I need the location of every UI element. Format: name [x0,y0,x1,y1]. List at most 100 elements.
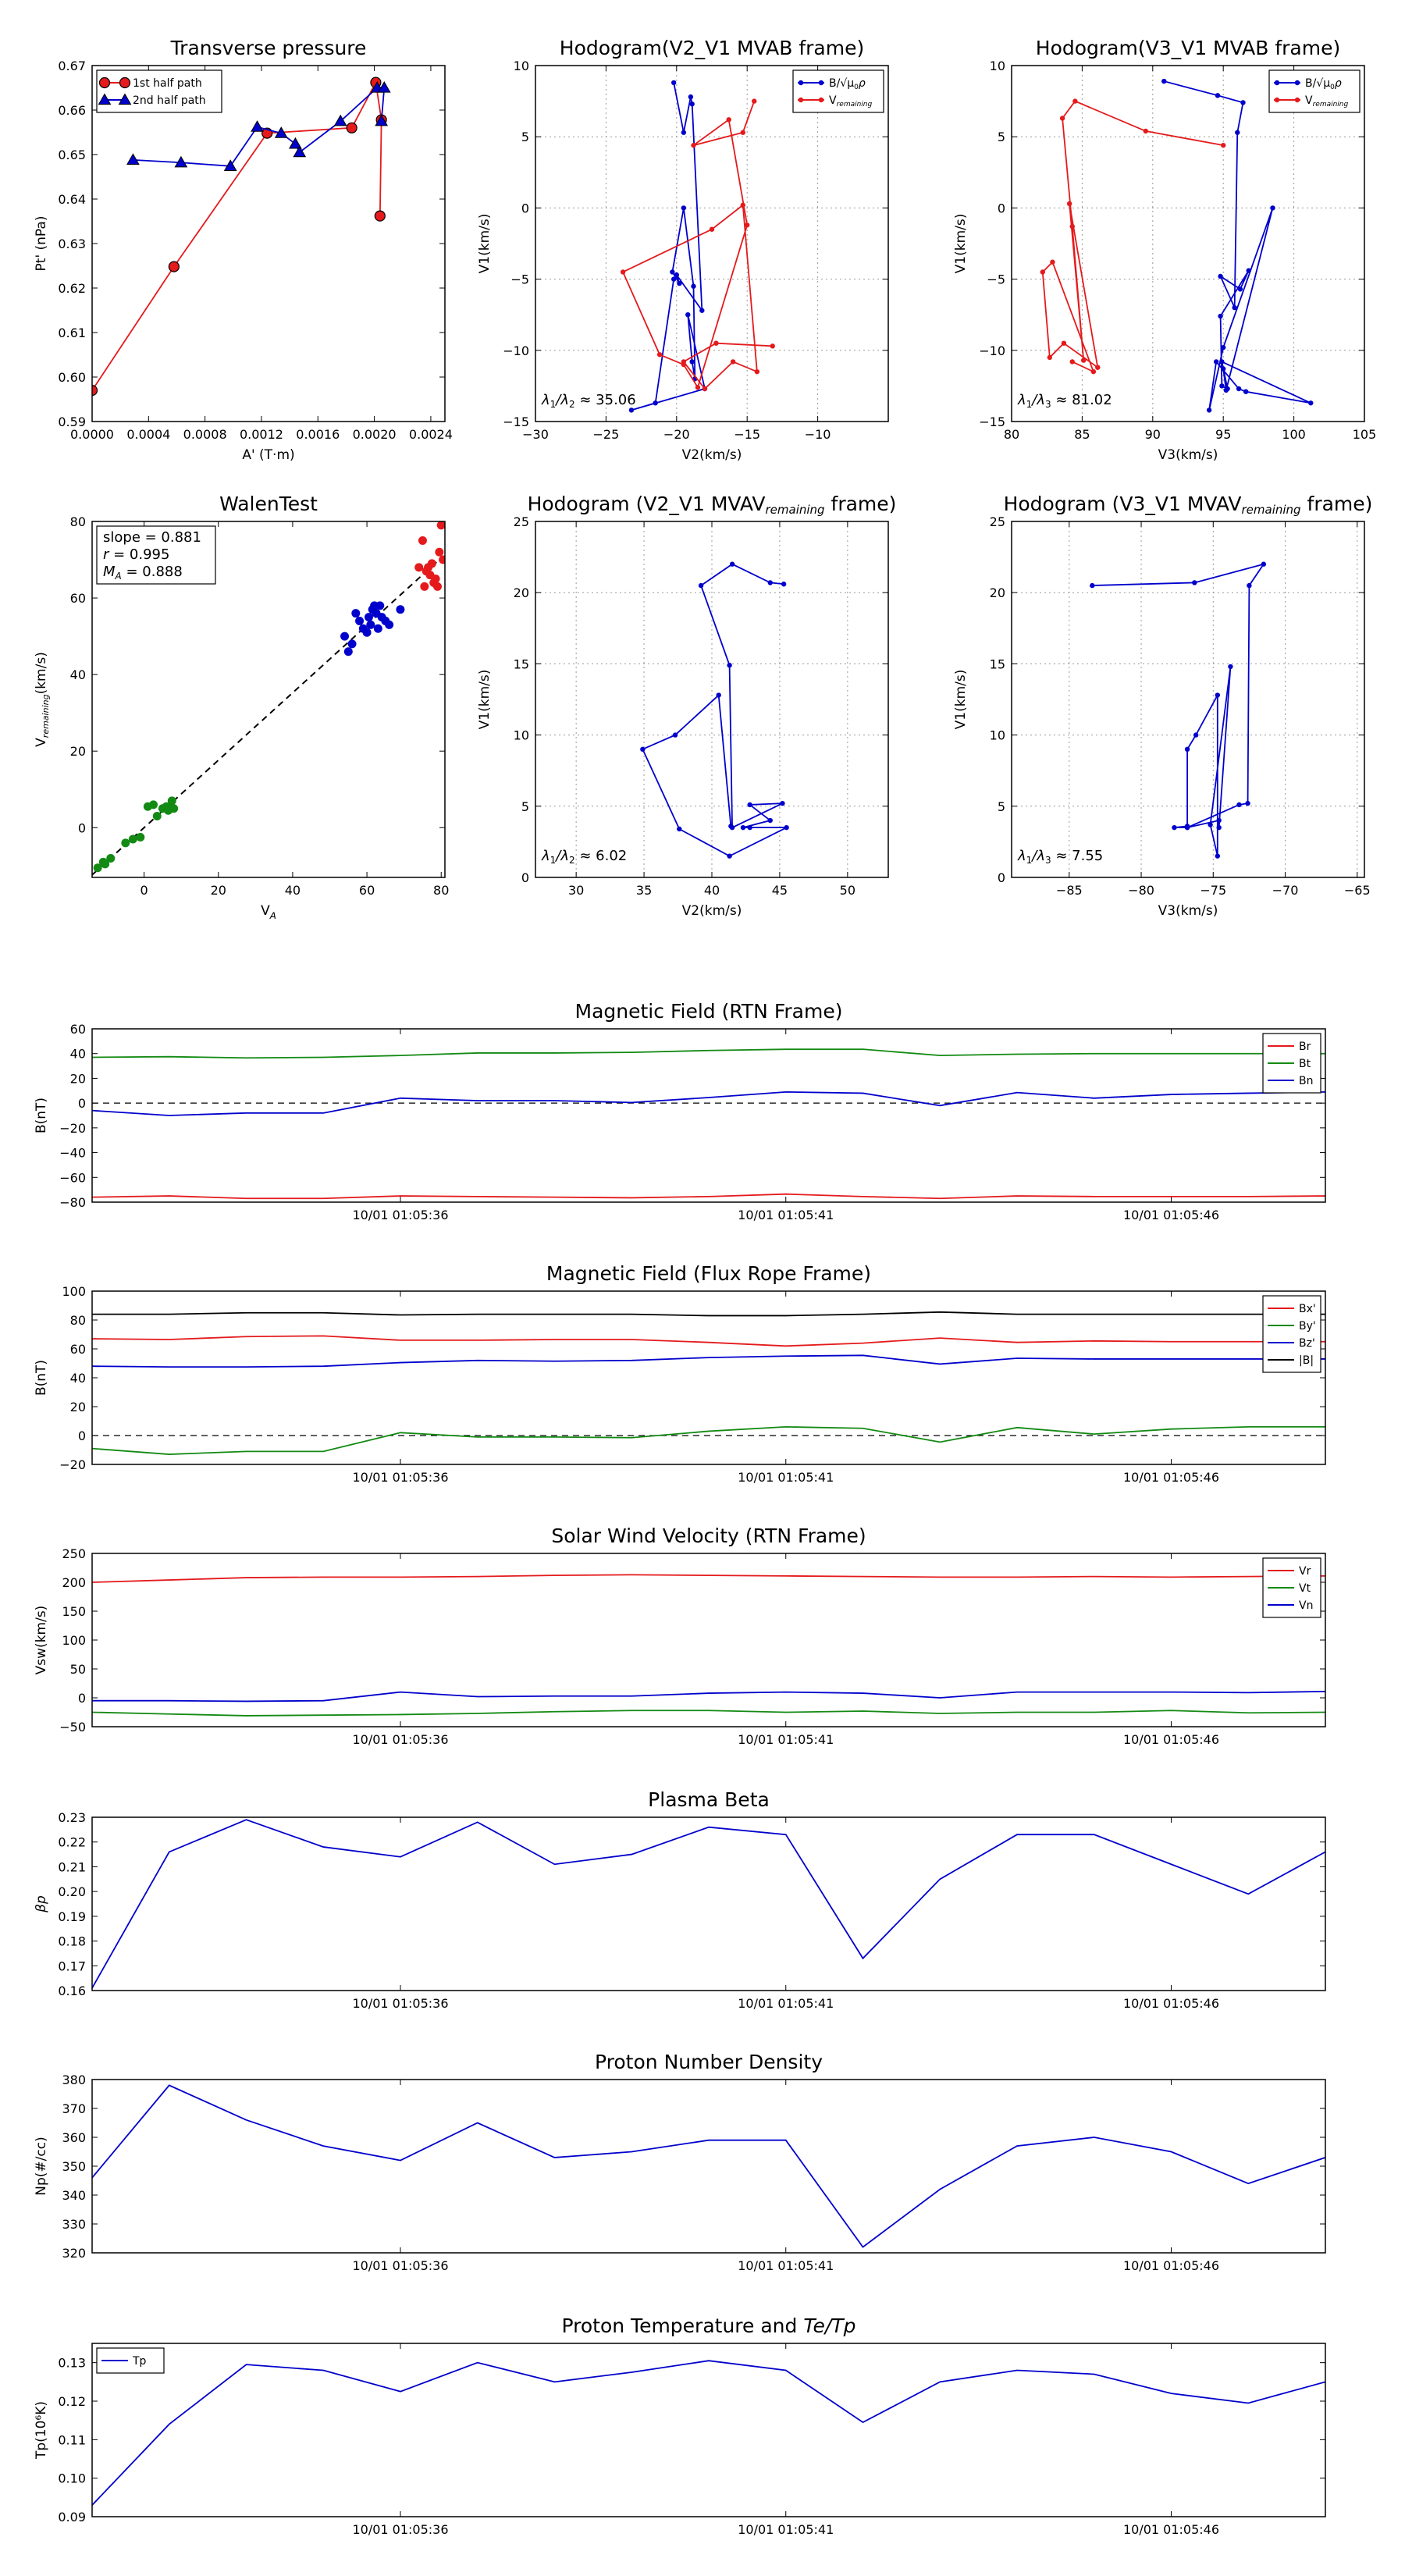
b-0--point [1243,389,1249,394]
legend-label: Bt [1299,1058,1311,1070]
x-tick-label: 0.0012 [240,427,283,442]
green-point [169,804,179,813]
eigen-ratio-label: λ1/λ2 ≈ 35.06 [541,392,636,410]
vremaining-point [740,202,745,208]
y-tick-label: 0.60 [58,370,86,385]
legend: Vr Vt Vn [1262,1557,1321,1618]
proton-number-density-chart: Proton Number Density 10/01 01:05:36 10/01… [34,2051,1326,2273]
plot-area [92,2360,1325,2506]
y-tick-label: 0 [78,1429,86,1443]
path-point [672,732,678,738]
x-tick-label: 10/01 01:05:36 [352,2522,448,2537]
x-axis-label: V3(km/s) [1158,903,1218,919]
vn-series-line [92,1690,1325,1703]
legend: 1st half path 2nd half path [96,69,222,113]
vremaining-point [754,368,760,375]
chart-title: Hodogram(V3_V1 MVAB frame) [1036,37,1340,59]
x-tick-label: −65 [1344,883,1371,898]
legend-label: By' [1299,1320,1316,1332]
y-tick-label: 15 [514,656,529,671]
path-point [747,824,752,831]
1st-half-path-point [92,385,98,397]
x-tick-label: 80 [433,883,449,898]
path-point [1247,582,1252,589]
legend-marker [1274,97,1280,103]
x-tick-label: 10/01 01:05:36 [352,1996,448,2011]
y-axis-label: V1(km/s) [953,214,969,274]
red-point [418,536,427,546]
y-tick-label: 20 [514,585,529,600]
plot-area [620,80,775,413]
chart-title: WalenTest [219,493,318,515]
chart-title: Plasma Beta [648,1788,770,1811]
vremaining-point [1069,223,1075,229]
b-0--point [1235,130,1240,135]
y-tick-label: 0.62 [58,281,86,296]
y-tick-label: 200 [62,1575,86,1590]
b-0--point [681,130,687,135]
b-0--point [628,407,635,413]
y-tick-label: 0 [78,1691,86,1706]
b-0--point [1206,407,1212,413]
chart-title: Proton Temperature and Te/Tp [562,2314,856,2337]
vremaining-point [1221,142,1226,148]
2nd-half-path-point [333,114,347,126]
vremaining-point [1069,359,1075,365]
y-tick-label: 40 [70,1371,86,1386]
y-tick-label: 80 [70,514,86,529]
legend-marker [798,80,804,86]
y-tick-label: −15 [979,415,1005,429]
axes-frame [1011,521,1365,878]
y-tick-label: 350 [62,2159,86,2174]
b-0--point [670,269,675,275]
y-tick-label: −80 [59,1195,86,1210]
green-point [136,833,145,842]
vremaining-point [730,359,736,365]
legend-marker [98,93,112,105]
y-tick-label: −20 [59,1121,86,1136]
axes-frame [91,1816,1326,1991]
y-tick-label: −15 [503,415,529,429]
green-point [121,838,130,848]
b-0--point [1218,313,1223,319]
y-tick-label: −20 [59,1457,86,1472]
x-axis-label: VA [261,903,276,921]
y-tick-label: 40 [70,1047,86,1062]
x-tick-label: 10/01 01:05:41 [738,1996,834,2011]
b-0--point [689,101,695,107]
y-axis-label: Tp(10⁶K) [34,2401,49,2460]
path-point [740,824,746,831]
y-tick-label: 10 [990,728,1005,743]
green-point [152,812,162,821]
legend-label: B/√μ0ρ [1305,77,1342,91]
y-axis-label: Np(#/cc) [34,2137,49,2195]
y-tick-label: 5 [998,799,1005,814]
hodogram-v2-v1-mvav-chart: Hodogram (V2_V1 MVAVremaining frame) 30 35… [477,493,896,919]
y-tick-label: 0 [998,870,1005,885]
eigen-ratio-label: λ1/λ3 ≈ 7.55 [1017,848,1103,866]
fit-line [92,557,442,876]
b-0--point [1218,273,1223,279]
b-0--point [681,205,687,211]
axes-frame [91,2079,1326,2254]
x-tick-label: 85 [1074,427,1090,442]
chart-title: Solar Wind Velocity (RTN Frame) [551,1525,866,1547]
-b--series-line [92,1311,1325,1317]
vremaining-point [770,343,775,349]
bn-series-line [92,1091,1325,1116]
legend: Bx' By' Bz' |B| [1262,1295,1321,1373]
y-tick-label: 25 [514,514,529,529]
vremaining-point [702,386,708,392]
y-axis-label: B(nT) [34,1098,49,1133]
path-point [767,580,773,585]
red-point [439,555,445,564]
y-tick-label: 20 [70,1071,86,1086]
plot-area [92,2084,1325,2248]
y-tick-label: −5 [510,272,529,287]
path-point [1208,822,1213,827]
axes-frame [91,2343,1326,2517]
y-tick-label: 0 [78,1096,86,1111]
path-point [1216,824,1222,831]
legend-label: Tp [132,2355,147,2368]
blue-point [396,605,405,614]
